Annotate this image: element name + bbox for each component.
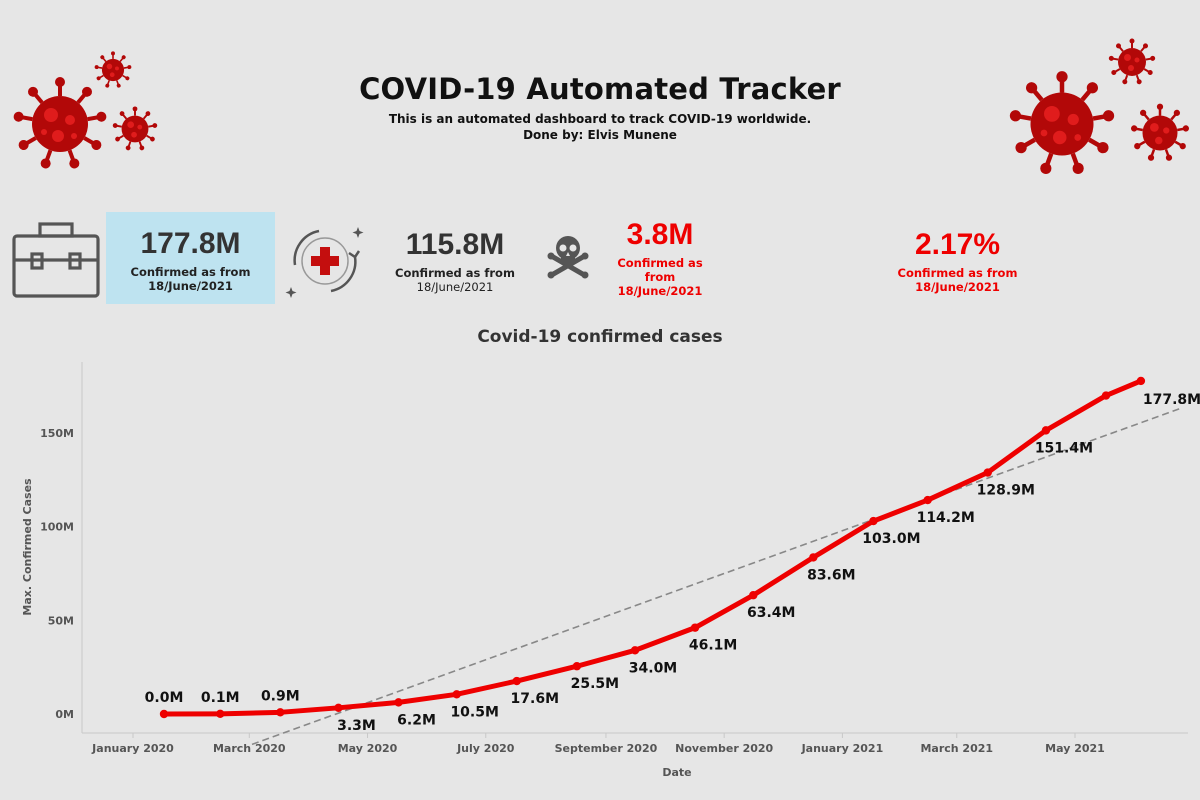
data-point — [983, 468, 992, 477]
x-tick-label: September 2020 — [555, 742, 658, 755]
data-label: 0.1M — [201, 690, 240, 706]
kpi-date: 18/June/2021 — [416, 280, 494, 294]
y-tick-label: 150M — [40, 427, 74, 440]
kpi-date: 18/June/2021 — [148, 279, 233, 293]
data-point — [1136, 376, 1146, 386]
virus-icon — [112, 106, 158, 151]
data-point — [749, 591, 758, 600]
data-label: 83.6M — [807, 567, 855, 583]
virus-icon — [1130, 103, 1190, 162]
author-byline: Done by: Elvis Munene — [523, 128, 677, 142]
virus-icon — [94, 51, 132, 89]
kpi-value: 3.8M — [626, 218, 694, 251]
kpi-label-cont: from — [644, 270, 676, 284]
data-point — [1101, 391, 1111, 400]
data-point — [690, 623, 700, 632]
kpi-fatality-rate: 2.17% Confirmed as from 18/June/2021 — [885, 228, 1030, 294]
data-point — [630, 646, 640, 655]
x-axis-title: Date — [662, 766, 691, 779]
kpi-date: 18/June/2021 — [915, 280, 1000, 294]
kpi-confirmed-cases: 177.8M Confirmed as from 18/June/2021 — [106, 212, 275, 304]
x-tick-label: May 2021 — [1045, 742, 1105, 755]
data-label: 10.5M — [450, 704, 498, 720]
data-label: 0.9M — [261, 688, 300, 704]
page-subtitle: This is an automated dashboard to track … — [388, 112, 812, 126]
data-point — [216, 709, 225, 719]
header: COVID-19 Automated Tracker This is an au… — [0, 72, 1200, 142]
chart-title: Covid-19 confirmed cases — [477, 327, 723, 347]
x-tick-label: May 2020 — [338, 742, 398, 755]
y-tick-label: 0M — [55, 708, 74, 721]
kpi-date: 18/June/2021 — [617, 284, 703, 298]
data-label: 6.2M — [397, 712, 436, 728]
data-point — [923, 495, 932, 505]
kpi-value: 115.8M — [405, 228, 505, 261]
virus-icon — [12, 77, 108, 170]
kpi-value: 177.8M — [140, 227, 241, 260]
data-label: 103.0M — [862, 531, 920, 547]
virus-icon — [1008, 71, 1116, 176]
virus-icon — [1108, 38, 1156, 85]
data-point — [809, 553, 818, 562]
medical-cross-icon — [285, 227, 364, 298]
data-point — [159, 709, 169, 719]
briefcase-icon — [12, 222, 100, 298]
x-tick-label: November 2020 — [675, 742, 773, 755]
y-tick-label: 100M — [40, 521, 74, 534]
x-tick-label: January 2021 — [801, 742, 884, 755]
data-label: 128.9M — [977, 483, 1035, 499]
data-label: 151.4M — [1035, 440, 1093, 456]
skull-crossbones-icon — [547, 236, 589, 279]
data-label: 177.8M — [1143, 392, 1200, 408]
series-line — [161, 378, 1144, 717]
data-label: 34.0M — [629, 660, 677, 676]
y-axis-title: Max. Confirmed Cases — [21, 478, 34, 616]
data-label: 3.3M — [337, 718, 376, 734]
x-tick-label: March 2021 — [920, 742, 993, 755]
data-label: 63.4M — [747, 605, 795, 621]
data-point — [276, 708, 285, 717]
data-point — [1041, 426, 1051, 435]
data-point — [394, 698, 403, 707]
x-tick-label: March 2020 — [213, 742, 286, 755]
y-tick-label: 50M — [48, 614, 74, 627]
data-label: 25.5M — [571, 676, 619, 692]
data-point — [572, 662, 582, 671]
trend-line — [251, 407, 1181, 746]
x-tick-label: July 2020 — [456, 742, 515, 755]
kpi-recovered-cases: 115.8M Confirmed as from 18/June/2021 — [385, 228, 525, 294]
data-point — [869, 516, 878, 526]
kpi-label: Confirmed as from — [897, 266, 1018, 280]
page-title: COVID-19 Automated Tracker — [359, 72, 841, 106]
kpi-label: Confirmed as — [617, 256, 703, 270]
kpi-label: Confirmed as from — [395, 266, 515, 280]
x-tick-label: January 2020 — [91, 742, 174, 755]
kpi-label: Confirmed as from — [130, 265, 251, 279]
data-label: 17.6M — [511, 691, 559, 707]
line-chart: 0M 50M 100M 150M Max. Confirmed Cases January… — [21, 362, 1200, 779]
data-label: 46.1M — [689, 638, 737, 654]
kpi-deaths: 3.8M Confirmed as from 18/June/2021 — [610, 218, 710, 298]
kpi-value: 2.17% — [914, 228, 1001, 261]
data-point — [452, 690, 461, 699]
data-label: 114.2M — [917, 510, 975, 526]
data-label: 0.0M — [145, 690, 184, 706]
data-point — [512, 676, 521, 686]
data-point — [334, 703, 343, 713]
